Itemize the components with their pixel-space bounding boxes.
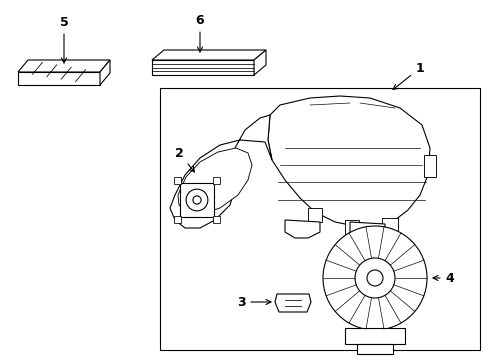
Bar bbox=[174, 177, 181, 184]
Text: 1: 1 bbox=[392, 62, 424, 90]
Polygon shape bbox=[100, 60, 110, 85]
Text: 6: 6 bbox=[195, 14, 204, 52]
Polygon shape bbox=[285, 220, 319, 238]
Bar bbox=[356, 344, 392, 354]
Bar bbox=[345, 328, 404, 344]
Text: 2: 2 bbox=[174, 147, 194, 172]
Bar bbox=[423, 155, 435, 177]
Polygon shape bbox=[267, 96, 429, 226]
Bar bbox=[160, 88, 479, 350]
Bar bbox=[180, 183, 214, 217]
Polygon shape bbox=[152, 50, 265, 60]
Circle shape bbox=[186, 189, 207, 211]
Polygon shape bbox=[18, 72, 100, 85]
Text: 5: 5 bbox=[60, 15, 68, 63]
Polygon shape bbox=[349, 222, 384, 240]
Text: 3: 3 bbox=[236, 296, 270, 309]
Circle shape bbox=[366, 270, 382, 286]
Bar bbox=[345, 220, 358, 234]
Bar bbox=[381, 218, 397, 232]
Polygon shape bbox=[152, 60, 253, 75]
Circle shape bbox=[323, 226, 426, 330]
Circle shape bbox=[193, 196, 201, 204]
Polygon shape bbox=[274, 294, 310, 312]
Bar bbox=[307, 208, 321, 222]
Polygon shape bbox=[170, 115, 271, 228]
Polygon shape bbox=[253, 50, 265, 75]
Circle shape bbox=[354, 258, 394, 298]
Text: 4: 4 bbox=[432, 271, 453, 284]
Bar bbox=[213, 177, 220, 184]
Bar bbox=[213, 216, 220, 223]
Bar bbox=[174, 216, 181, 223]
Polygon shape bbox=[18, 60, 110, 72]
Polygon shape bbox=[178, 148, 251, 214]
